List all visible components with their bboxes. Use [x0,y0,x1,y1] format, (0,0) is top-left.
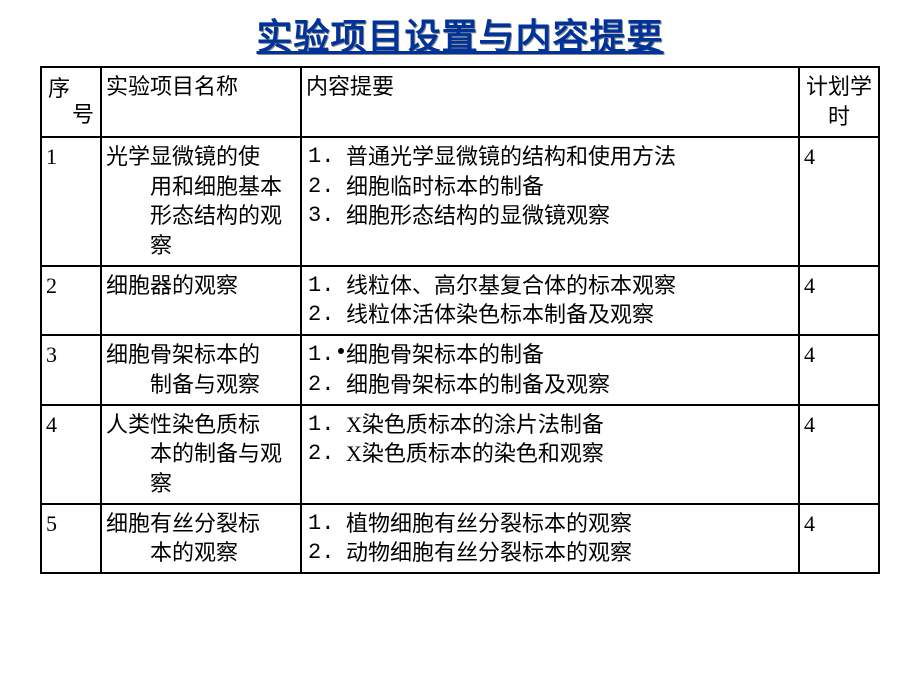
summary-text: 细胞骨架标本的制备及观察 [346,370,794,400]
summary-text: X染色质标本的涂片法制备 [346,410,794,440]
summary-number: 1. [308,410,346,440]
summary-number: 1. [308,340,346,370]
summary-item: 2.动物细胞有丝分裂标本的观察 [308,538,794,568]
header-seq: 序 号 [41,67,101,137]
summary-item: 1.植物细胞有丝分裂标本的观察 [308,509,794,539]
cell-seq: 4 [41,405,101,504]
name-line: 本的观察 [106,538,296,568]
table-row: 5细胞有丝分裂标本的观察1.植物细胞有丝分裂标本的观察2.动物细胞有丝分裂标本的… [41,504,879,573]
cell-name: 细胞器的观察 [101,266,301,335]
cell-name: 细胞有丝分裂标本的观察 [101,504,301,573]
name-line: 形态结构的观 [106,201,296,231]
summary-text: 普通光学显微镜的结构和使用方法 [346,142,794,172]
summary-number: 1. [308,142,346,172]
page-title: 实验项目设置与内容提要 [40,8,880,60]
summary-number: 3. [308,201,346,231]
summary-text: 细胞临时标本的制备 [346,172,794,202]
cell-hours: 4 [799,405,879,504]
name-line: 察 [106,469,296,499]
cell-hours: 4 [799,266,879,335]
name-line: 细胞骨架标本的 [106,340,296,370]
summary-item: 1.线粒体、高尔基复合体的标本观察 [308,271,794,301]
summary-number: 2. [308,370,346,400]
cell-seq: 5 [41,504,101,573]
summary-number: 2. [308,439,346,469]
summary-text: 动物细胞有丝分裂标本的观察 [346,538,794,568]
cell-summary: 1.X染色质标本的涂片法制备2.X染色质标本的染色和观察 [301,405,799,504]
cursor-dot [338,348,344,354]
summary-text: 植物细胞有丝分裂标本的观察 [346,509,794,539]
header-name: 实验项目名称 [101,67,301,137]
cell-hours: 4 [799,137,879,266]
name-line: 制备与观察 [106,370,296,400]
summary-number: 1. [308,509,346,539]
summary-text: X染色质标本的染色和观察 [346,439,794,469]
summary-number: 1. [308,271,346,301]
summary-item: 1.X染色质标本的涂片法制备 [308,410,794,440]
cell-summary: 1.线粒体、高尔基复合体的标本观察2.线粒体活体染色标本制备及观察 [301,266,799,335]
name-line: 本的制备与观 [106,439,296,469]
name-line: 细胞器的观察 [106,271,296,301]
summary-item: 1.普通光学显微镜的结构和使用方法 [308,142,794,172]
summary-text: 细胞骨架标本的制备 [346,340,794,370]
cell-hours: 4 [799,504,879,573]
summary-item: 3.细胞形态结构的显微镜观察 [308,201,794,231]
table-row: 1光学显微镜的使用和细胞基本形态结构的观察1.普通光学显微镜的结构和使用方法2.… [41,137,879,266]
cell-seq: 1 [41,137,101,266]
summary-item: 2.X染色质标本的染色和观察 [308,439,794,469]
header-hours: 计划学时 [799,67,879,137]
table-header-row: 序 号 实验项目名称 内容提要 计划学时 [41,67,879,137]
header-seq-char1: 序 [48,74,70,104]
summary-item: 2.细胞临时标本的制备 [308,172,794,202]
cell-summary: 1.细胞骨架标本的制备2.细胞骨架标本的制备及观察 [301,335,799,404]
summary-number: 2. [308,300,346,330]
summary-text: 线粒体、高尔基复合体的标本观察 [346,271,794,301]
cell-name: 细胞骨架标本的制备与观察 [101,335,301,404]
name-line: 细胞有丝分裂标 [106,509,296,539]
cell-summary: 1.植物细胞有丝分裂标本的观察2.动物细胞有丝分裂标本的观察 [301,504,799,573]
cell-name: 光学显微镜的使用和细胞基本形态结构的观察 [101,137,301,266]
header-summary: 内容提要 [301,67,799,137]
table-row: 4人类性染色质标本的制备与观察1.X染色质标本的涂片法制备2.X染色质标本的染色… [41,405,879,504]
cell-seq: 3 [41,335,101,404]
name-line: 光学显微镜的使 [106,142,296,172]
summary-text: 线粒体活体染色标本制备及观察 [346,300,794,330]
summary-number: 2. [308,538,346,568]
table-body: 1光学显微镜的使用和细胞基本形态结构的观察1.普通光学显微镜的结构和使用方法2.… [41,137,879,573]
table-row: 2细胞器的观察1.线粒体、高尔基复合体的标本观察2.线粒体活体染色标本制备及观察… [41,266,879,335]
table-row: 3细胞骨架标本的制备与观察1.细胞骨架标本的制备2.细胞骨架标本的制备及观察4 [41,335,879,404]
experiment-table: 序 号 实验项目名称 内容提要 计划学时 1光学显微镜的使用和细胞基本形态结构的… [40,66,880,574]
summary-number: 2. [308,172,346,202]
summary-item: 1.细胞骨架标本的制备 [308,340,794,370]
name-line: 察 [106,231,296,261]
summary-item: 2.细胞骨架标本的制备及观察 [308,370,794,400]
name-line: 人类性染色质标 [106,410,296,440]
header-seq-char2: 号 [72,100,94,130]
cell-seq: 2 [41,266,101,335]
summary-text: 细胞形态结构的显微镜观察 [346,201,794,231]
cell-summary: 1.普通光学显微镜的结构和使用方法2.细胞临时标本的制备3.细胞形态结构的显微镜… [301,137,799,266]
cell-hours: 4 [799,335,879,404]
cell-name: 人类性染色质标本的制备与观察 [101,405,301,504]
name-line: 用和细胞基本 [106,172,296,202]
summary-item: 2.线粒体活体染色标本制备及观察 [308,300,794,330]
